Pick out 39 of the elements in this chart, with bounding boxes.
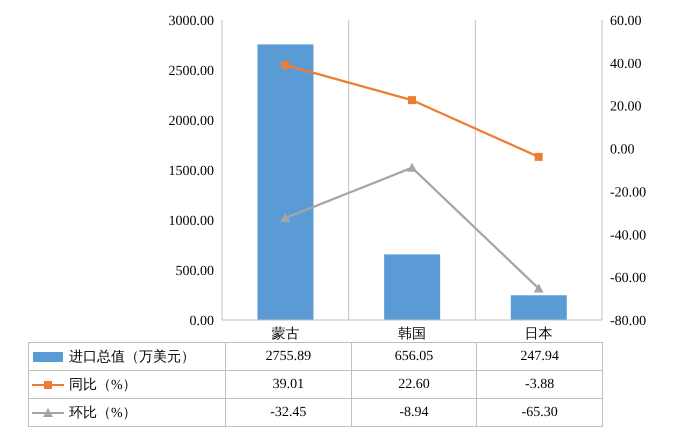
y-tick-label: 2000.00 (168, 114, 214, 129)
y2-tick-label: 0.00 (610, 142, 634, 158)
x-tick-label: 蒙古 (271, 326, 300, 342)
y-tick-label: 3000.00 (168, 14, 214, 29)
point (280, 213, 290, 222)
y-tick-label: 1000.00 (168, 214, 214, 229)
text: -8.94 (399, 404, 429, 420)
y2-tick-label: -60.00 (610, 271, 646, 286)
bar (510, 295, 567, 320)
y-tick-label: 0.00 (190, 314, 214, 329)
text: -65.30 (522, 404, 558, 420)
point (407, 162, 417, 172)
point (534, 152, 543, 161)
bar (257, 44, 314, 320)
y-tick-label: 500.00 (176, 264, 214, 279)
x-tick-label: 韩国 (398, 326, 426, 342)
legend-label: 进口总值（万美元） (69, 350, 195, 364)
bar (384, 254, 440, 320)
y2-tick-label: 20.00 (610, 100, 642, 115)
point (281, 60, 290, 69)
legend-label: 同比（%） (69, 378, 137, 392)
y2-tick-label: -40.00 (610, 228, 646, 244)
point (534, 284, 544, 292)
text: 22.60 (398, 376, 430, 392)
text: 39.01 (272, 376, 304, 392)
y2-tick-label: 60.00 (610, 14, 642, 29)
legend-label: 环比（%） (69, 406, 137, 420)
x-tick-label: 日本 (524, 326, 553, 342)
y-tick-label: 1500.00 (168, 164, 214, 179)
point (408, 96, 416, 104)
y2-tick-label: 40.00 (610, 56, 642, 72)
text: -3.88 (525, 376, 554, 392)
y2-tick-label: -80.00 (610, 314, 646, 329)
text: 2755.89 (266, 348, 312, 364)
y2-tick-label: -20.00 (610, 185, 646, 200)
text: -32.45 (270, 404, 306, 420)
text: 656.05 (394, 348, 434, 364)
text: 247.94 (520, 348, 559, 364)
y-tick-label: 2500.00 (168, 64, 214, 79)
